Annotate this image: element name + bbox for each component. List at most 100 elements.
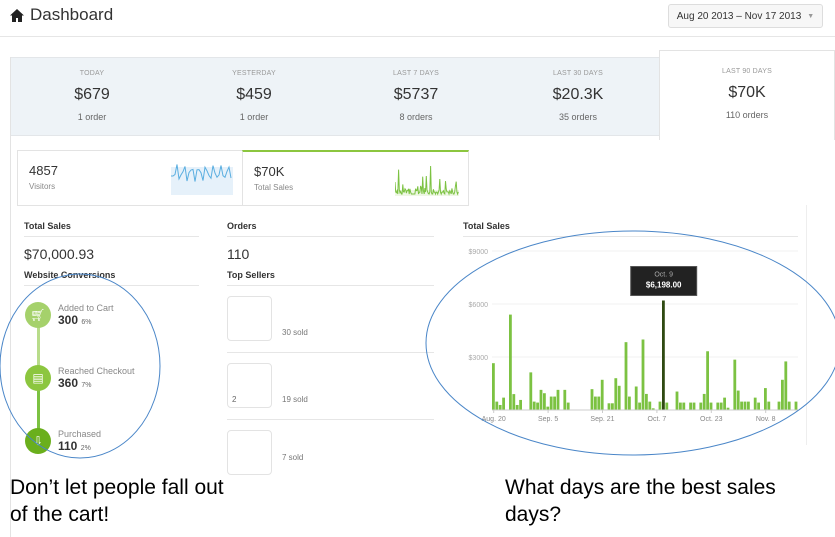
- bar[interactable]: [563, 389, 567, 410]
- tab-visitors[interactable]: 4857 Visitors: [17, 150, 243, 206]
- step-pct: 6%: [81, 319, 92, 326]
- bar[interactable]: [628, 396, 631, 410]
- bar[interactable]: [767, 401, 771, 410]
- step-pct: 7%: [81, 382, 92, 389]
- bar[interactable]: [645, 393, 648, 410]
- bar[interactable]: [699, 402, 703, 410]
- bar[interactable]: [600, 379, 604, 410]
- bar[interactable]: [553, 396, 556, 410]
- bar[interactable]: [495, 401, 499, 410]
- bar[interactable]: [624, 342, 628, 410]
- top-seller-item[interactable]: 7 sold: [227, 420, 434, 475]
- bar[interactable]: [607, 403, 611, 410]
- bar[interactable]: [515, 404, 519, 410]
- stats-bar: TODAY $679 1 order YESTERDAY $459 1 order LA…: [11, 57, 659, 136]
- x-tick-label: Aug. 20: [482, 416, 506, 423]
- stat-label: LAST 30 DAYS: [553, 70, 603, 77]
- x-tick-label: Oct. 7: [648, 416, 667, 423]
- bar[interactable]: [675, 391, 679, 410]
- bar[interactable]: [709, 402, 713, 410]
- bar[interactable]: [539, 389, 543, 410]
- bar[interactable]: [641, 339, 645, 410]
- stat-last-30-days[interactable]: LAST 30 DAYS $20.3K 35 orders: [497, 58, 659, 135]
- bar[interactable]: [665, 402, 669, 410]
- home-icon: [10, 8, 24, 22]
- tooltip-date: Oct. 9: [654, 272, 673, 279]
- top-seller-item[interactable]: 2 19 sold: [227, 353, 434, 419]
- divider: [227, 352, 434, 353]
- bar[interactable]: [634, 386, 638, 411]
- stat-yesterday[interactable]: YESTERDAY $459 1 order: [173, 58, 335, 135]
- bar[interactable]: [794, 401, 798, 410]
- bar[interactable]: [716, 402, 720, 410]
- bar[interactable]: [689, 402, 692, 410]
- stat-sub: 110 orders: [725, 110, 769, 120]
- bar[interactable]: [740, 401, 743, 410]
- stat-today[interactable]: TODAY $679 1 order: [11, 58, 173, 135]
- bar[interactable]: [611, 403, 614, 410]
- bar[interactable]: [747, 401, 750, 410]
- bar[interactable]: [498, 404, 502, 410]
- bar[interactable]: [682, 402, 686, 410]
- bar[interactable]: [723, 397, 726, 410]
- top-sellers-heading: Top Sellers: [227, 270, 434, 286]
- bar[interactable]: [519, 399, 522, 410]
- tab-total-sales[interactable]: $70K Total Sales: [242, 150, 469, 206]
- bar[interactable]: [546, 406, 550, 410]
- total-sales-label: Total Sales: [254, 183, 294, 192]
- bar[interactable]: [781, 379, 784, 410]
- stat-value: $20.3K: [552, 86, 604, 103]
- bar-highlighted[interactable]: [662, 300, 665, 411]
- stat-label: LAST 7 DAYS: [393, 70, 439, 77]
- bar[interactable]: [556, 389, 560, 410]
- bar[interactable]: [566, 402, 570, 410]
- bar[interactable]: [736, 390, 740, 410]
- y-tick-label: $6000: [469, 302, 489, 309]
- bar[interactable]: [543, 393, 546, 410]
- bar[interactable]: [512, 394, 516, 410]
- stat-sub: 1 order: [239, 112, 269, 122]
- stat-last-7-days[interactable]: LAST 7 DAYS $5737 8 orders: [335, 58, 497, 135]
- bar[interactable]: [787, 401, 791, 410]
- bar[interactable]: [638, 402, 641, 410]
- bar[interactable]: [648, 401, 652, 410]
- bar[interactable]: [549, 396, 553, 410]
- stat-last-90-days[interactable]: LAST 90 DAYS $70K 110 orders: [659, 50, 835, 140]
- sales-sparkline: [395, 165, 459, 196]
- visitors-sparkline: [171, 164, 233, 195]
- bar[interactable]: [492, 363, 495, 410]
- bar[interactable]: [597, 396, 601, 410]
- visitors-value: 4857: [29, 163, 58, 178]
- bar[interactable]: [594, 396, 597, 410]
- bar[interactable]: [679, 402, 682, 410]
- annotation-caption-left: Don’t let people fall out of the cart!: [10, 476, 224, 526]
- bar[interactable]: [777, 401, 781, 410]
- bar[interactable]: [719, 402, 723, 410]
- bar[interactable]: [784, 361, 788, 410]
- bar[interactable]: [764, 388, 767, 410]
- bar[interactable]: [529, 372, 533, 410]
- bar[interactable]: [502, 397, 505, 410]
- bar[interactable]: [753, 397, 757, 410]
- bar[interactable]: [590, 389, 594, 410]
- x-tick-label: Sep. 21: [590, 416, 614, 423]
- bar[interactable]: [757, 402, 760, 410]
- stat-sub: 35 orders: [558, 112, 598, 122]
- stat-label: YESTERDAY: [232, 70, 276, 77]
- bar[interactable]: [509, 314, 512, 410]
- header-divider: [0, 36, 835, 37]
- bar[interactable]: [536, 402, 539, 410]
- bar[interactable]: [532, 401, 536, 410]
- bar[interactable]: [706, 351, 709, 410]
- bar[interactable]: [658, 401, 662, 410]
- bar[interactable]: [617, 385, 621, 410]
- bar[interactable]: [743, 401, 747, 410]
- date-range-picker[interactable]: Aug 20 2013 – Nov 17 2013 ▼: [668, 4, 823, 28]
- bar[interactable]: [692, 402, 696, 410]
- stat-value: $5737: [393, 86, 439, 103]
- page-title-text: Dashboard: [30, 5, 114, 24]
- bar[interactable]: [702, 393, 706, 410]
- bar[interactable]: [614, 378, 618, 410]
- bar[interactable]: [733, 359, 737, 410]
- top-seller-item[interactable]: 30 sold: [227, 286, 434, 352]
